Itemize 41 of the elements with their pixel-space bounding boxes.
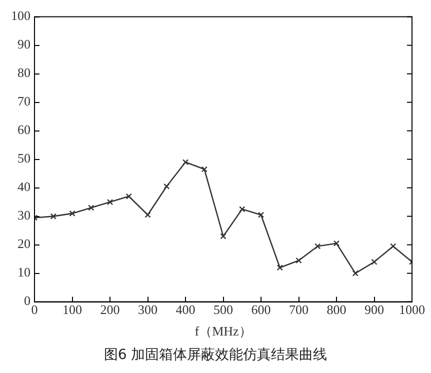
x-tick-label: 200 xyxy=(100,302,120,318)
y-tick-label: 80 xyxy=(18,65,30,80)
point xyxy=(239,206,246,212)
y-tick-label: 100 xyxy=(11,8,30,24)
x-tick-label: 100 xyxy=(62,302,82,318)
point xyxy=(314,243,321,250)
point xyxy=(296,257,302,264)
point xyxy=(126,193,132,200)
point xyxy=(333,240,340,246)
x-tick-label: 900 xyxy=(364,302,384,318)
y-tick-label: 40 xyxy=(18,179,30,194)
point xyxy=(106,198,114,206)
y-tick-label: 20 xyxy=(18,236,30,252)
y-tick-label: 90 xyxy=(18,36,30,52)
point xyxy=(352,270,358,276)
y-tick-label: 50 xyxy=(18,150,30,166)
point xyxy=(164,183,170,190)
x-tick-label: 1000 xyxy=(399,302,425,318)
point xyxy=(144,212,151,218)
x-axis-title: f（MHz） xyxy=(194,324,252,339)
point xyxy=(50,213,56,220)
x-tick-label: 800 xyxy=(326,302,346,318)
x-tick-label: 400 xyxy=(176,302,196,318)
point xyxy=(201,166,208,172)
point xyxy=(88,204,94,211)
point xyxy=(220,233,226,240)
point xyxy=(276,264,283,271)
point xyxy=(69,210,76,217)
point xyxy=(182,159,189,166)
x-tick-label: 600 xyxy=(251,302,271,318)
y-tick-label: 70 xyxy=(18,94,30,109)
x-tick-label: 700 xyxy=(289,302,308,318)
y-tick-label: 60 xyxy=(18,122,30,138)
x-tick-label: 500 xyxy=(214,302,233,318)
point xyxy=(258,212,264,218)
y-tick-label: 10 xyxy=(18,264,30,280)
y-tick-label: 30 xyxy=(18,208,30,223)
point xyxy=(371,258,378,265)
caption: 图6 加固箱体屏蔽效能仿真结果曲线 xyxy=(102,346,328,364)
point xyxy=(390,243,396,250)
x-tick-label: 300 xyxy=(138,302,158,318)
